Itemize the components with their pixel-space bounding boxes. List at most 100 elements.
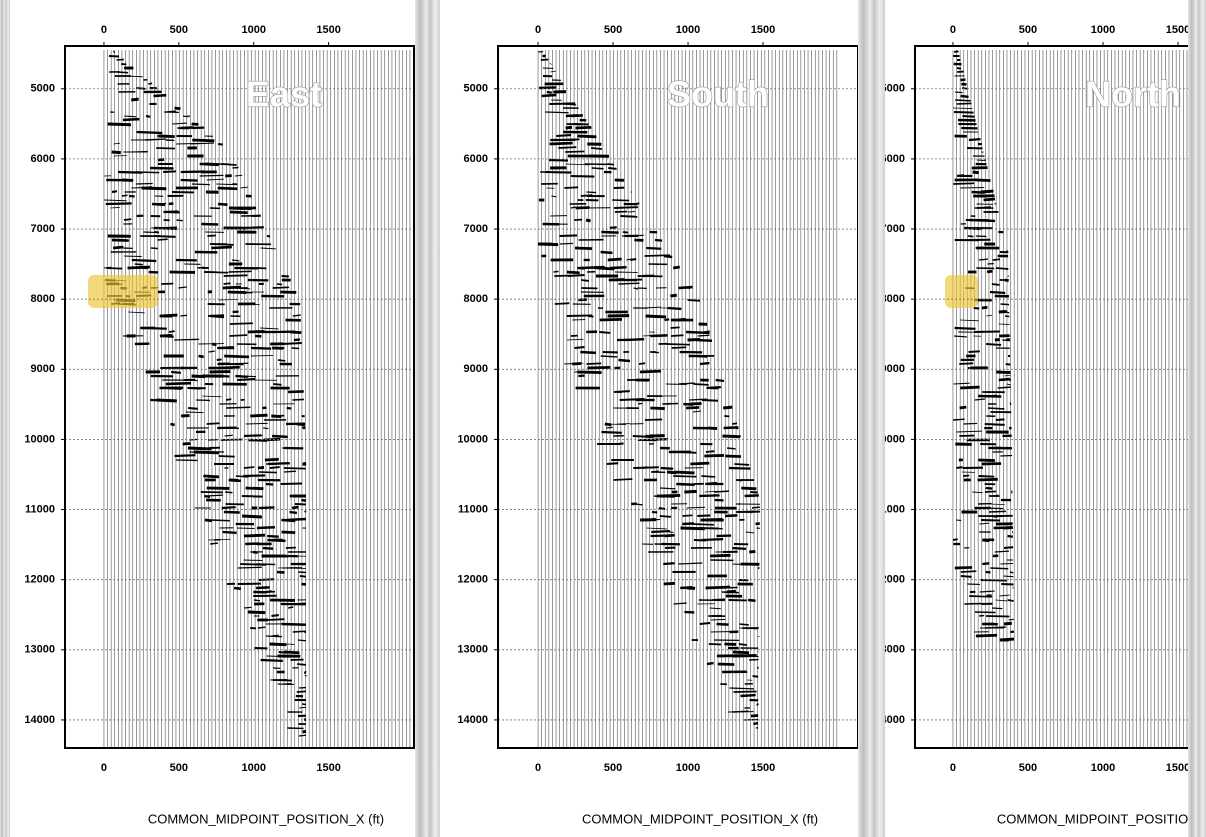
reflection — [660, 466, 674, 470]
x-tick-label: 500 — [604, 24, 622, 36]
reflection — [960, 319, 979, 322]
reflection — [282, 447, 297, 450]
reflection — [614, 206, 638, 209]
reflection — [263, 427, 269, 430]
x-tick-label: 1500 — [1166, 24, 1188, 36]
reflection — [216, 183, 235, 186]
reflection — [684, 489, 697, 494]
reflection — [128, 311, 145, 314]
reflection — [987, 407, 1005, 410]
reflection — [637, 402, 643, 405]
reflection — [224, 354, 250, 359]
reflection — [689, 398, 707, 401]
reflection — [740, 693, 756, 698]
reflection — [985, 486, 993, 490]
reflection — [221, 163, 237, 166]
reflection — [111, 190, 118, 194]
reflection — [585, 218, 591, 223]
reflection — [952, 538, 958, 541]
reflection — [665, 343, 690, 346]
reflection — [578, 298, 587, 302]
reflection — [732, 563, 746, 566]
reflection — [745, 531, 755, 534]
reflection — [267, 534, 279, 538]
x-tick-label: 1000 — [1091, 762, 1115, 774]
reflection — [960, 570, 977, 573]
reflection — [749, 549, 756, 554]
reflection — [303, 670, 307, 675]
reflection — [220, 438, 244, 441]
x-tick-label: 500 — [1019, 24, 1037, 36]
reflection — [725, 514, 738, 518]
reflection — [250, 346, 272, 350]
reflection — [218, 455, 235, 458]
reflection — [116, 58, 124, 61]
reflection — [641, 466, 648, 470]
reflection — [727, 447, 736, 450]
reflection — [271, 434, 288, 439]
reflection — [973, 307, 980, 310]
reflection — [989, 503, 1005, 506]
reflection — [735, 427, 739, 430]
reflection — [228, 206, 244, 210]
reflection — [289, 510, 298, 515]
reflection — [646, 246, 662, 250]
reflection — [722, 434, 740, 439]
reflection — [744, 494, 759, 498]
reflection — [691, 523, 714, 526]
reflection — [566, 338, 584, 341]
reflection — [269, 466, 280, 469]
reflection — [131, 258, 157, 263]
reflection — [175, 142, 201, 145]
splitter[interactable] — [858, 0, 885, 837]
y-tick-label: 10000 — [24, 433, 55, 445]
reflection — [241, 495, 263, 498]
reflection — [211, 245, 232, 250]
reflection — [697, 334, 710, 337]
reflection — [721, 591, 739, 594]
reflection — [231, 259, 240, 262]
reflection — [623, 314, 629, 318]
reflection — [670, 293, 677, 298]
reflection — [587, 366, 611, 370]
reflection — [558, 146, 577, 149]
reflection — [1003, 575, 1014, 578]
reflection — [243, 474, 266, 478]
reflection — [208, 350, 215, 353]
chart: 5000600070008000900010000110001200013000… — [457, 24, 858, 826]
reflection — [706, 661, 714, 666]
reflection — [187, 446, 212, 451]
reflection — [1006, 250, 1009, 254]
reflection — [297, 663, 307, 666]
reflection — [291, 505, 299, 510]
reflection — [225, 491, 233, 494]
reflection — [710, 631, 736, 633]
reflection — [304, 510, 307, 513]
splitter[interactable] — [415, 0, 440, 837]
y-tick-label: 13000 — [885, 644, 905, 656]
reflection — [654, 238, 663, 242]
reflection — [223, 282, 231, 285]
chart: 5000600070008000900010000110001200013000… — [885, 24, 1188, 826]
reflection — [565, 114, 578, 118]
splitter[interactable] — [1188, 0, 1206, 837]
reflection — [243, 434, 262, 438]
reflection — [277, 359, 286, 362]
reflection — [222, 530, 237, 534]
reflection — [977, 477, 998, 482]
reflection — [575, 126, 592, 130]
reflection — [976, 206, 991, 209]
reflection — [755, 522, 760, 526]
reflection — [599, 331, 611, 334]
reflection — [296, 390, 304, 393]
reflection — [277, 566, 302, 569]
reflection — [710, 527, 723, 530]
reflection — [537, 242, 559, 247]
x-tick-label: 0 — [950, 24, 956, 36]
reflection — [612, 199, 630, 202]
y-tick-label: 8000 — [31, 293, 55, 305]
reflection — [725, 454, 742, 458]
reflection — [110, 206, 120, 209]
reflection — [188, 406, 198, 410]
reflection — [956, 174, 964, 178]
